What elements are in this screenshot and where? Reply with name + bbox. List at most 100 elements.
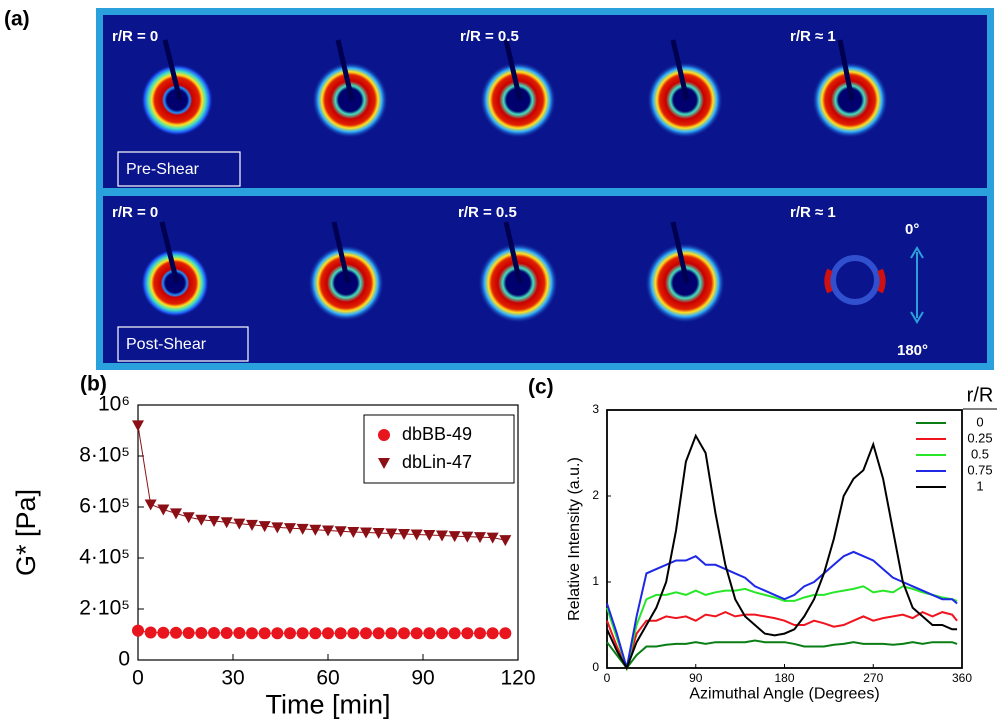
marker [436,530,448,542]
marker [284,523,296,535]
series-line [606,433,958,671]
marker [132,624,144,637]
marker [347,627,360,640]
series-line [606,639,958,670]
marker [309,627,322,640]
position-label: r/R = 0.5 [460,28,519,45]
marker [385,528,398,540]
legend-label: 0.75 [967,462,992,477]
marker [296,523,309,535]
x-tick-label: 0 [604,671,611,685]
marker [360,627,372,640]
marker [195,626,208,639]
marker [296,627,309,640]
y-tick-label: 3 [592,402,599,416]
marker [258,627,271,640]
marker [372,627,385,640]
panel-label: (a) [4,8,30,31]
marker [170,626,182,639]
marker [208,626,220,639]
series-line [606,550,958,669]
y-axis-label: G* [Pa] [11,489,41,576]
legend-label: dbBB-49 [402,424,472,444]
marker [499,627,512,640]
marker [271,627,284,640]
marker [448,531,461,543]
marker [360,527,372,539]
legend-label: dbLin-47 [402,452,472,472]
legend-label: 0.5 [971,446,989,461]
x-tick-label: 90 [411,666,434,689]
x-tick-label: 90 [689,671,703,685]
y-tick-label: 1 [592,574,599,588]
y-tick-label: 0 [592,660,599,674]
marker [144,499,157,511]
panel-label: (b) [80,373,107,396]
marker [410,627,423,640]
marker [448,627,461,640]
marker [233,518,246,530]
y-tick-label: 4·10⁵ [79,546,130,569]
legend-title: r/R [967,384,994,406]
marker [195,514,208,526]
marker [372,528,385,540]
marker [182,626,195,639]
marker [461,531,474,543]
condition-label: Post-Shear [126,336,207,353]
y-axis-label: Relative Intensity (a.u.) [566,457,583,621]
marker [486,532,499,544]
marker [398,529,410,541]
marker [499,535,512,547]
marker [378,429,390,441]
x-axis-label: Azimuthal Angle (Degrees) [689,686,879,703]
marker [398,627,410,640]
y-tick-label: 6·10⁵ [79,495,130,518]
condition-label: Pre-Shear [126,161,200,178]
marker [322,627,334,640]
plot-frame [606,409,963,669]
marker [220,517,233,529]
y-tick-label: 8·10⁵ [79,444,130,467]
legend-label: 0.25 [967,430,992,445]
marker [157,504,170,516]
position-label: r/R = 0 [112,28,158,45]
marker [170,508,182,520]
marker [436,627,448,640]
x-axis-label: Time [min] [265,689,390,719]
label-box [117,151,241,187]
marker [208,516,220,528]
position-label: r/R ≈ 1 [790,28,836,45]
marker [347,526,360,538]
marker [322,525,334,537]
marker [144,626,157,639]
marker [258,521,271,533]
x-tick-label: 360 [952,671,972,685]
y-tick-label: 2·10⁵ [79,597,130,620]
legend-label: 0 [976,414,983,429]
series-line [606,610,958,671]
x-tick-label: 60 [316,666,339,689]
marker [410,529,423,541]
marker [233,626,246,639]
marker [246,519,258,531]
y-tick-label: 2 [592,488,599,502]
marker [378,458,390,469]
position-label: r/R = 0.5 [458,204,517,221]
label-box [117,326,249,362]
arrow-head [910,246,924,324]
marker [220,626,233,639]
marker [334,627,347,640]
marker [423,627,436,640]
series-line [606,585,958,672]
marker [474,627,486,640]
panel-label: (c) [528,376,554,399]
position-label: r/R ≈ 1 [790,204,836,221]
patterns [141,39,888,323]
legend-box [363,414,515,484]
x-tick-label: 0 [132,666,144,689]
y-tick-label: 10⁶ [98,393,130,416]
marker [271,522,284,534]
marker [423,530,436,542]
x-tick-label: 120 [500,666,535,689]
